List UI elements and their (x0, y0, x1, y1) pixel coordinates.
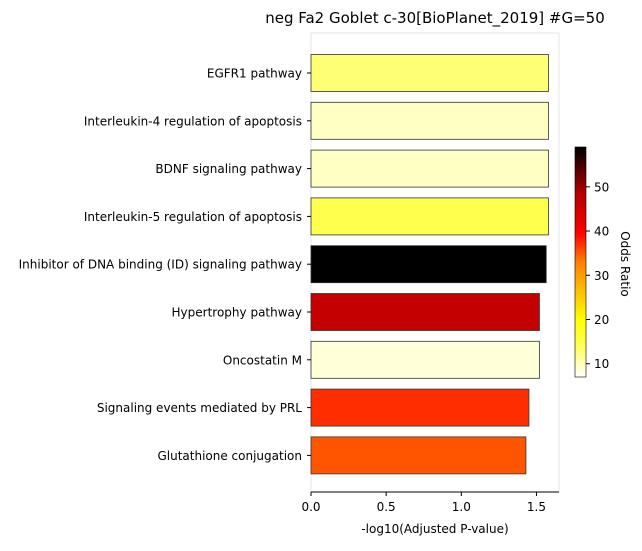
colorbar-tick-label: 10 (594, 357, 609, 371)
y-tick-label: Hypertrophy pathway (172, 306, 302, 320)
x-ticks: 0.0 0.5 1.0 1.5 (301, 492, 546, 514)
colorbar-tick-label: 40 (594, 225, 609, 239)
colorbar-tick-label: 20 (594, 313, 609, 327)
x-tick-label: 1.0 (452, 500, 471, 514)
y-tick-label: Glutathione conjugation (157, 449, 302, 463)
y-tick-label: EGFR1 pathway (207, 67, 302, 81)
y-tick-label: Interleukin-4 regulation of apoptosis (84, 114, 302, 128)
bar (310, 436, 527, 475)
bar (310, 197, 549, 236)
bar (310, 149, 549, 188)
bar (310, 245, 547, 284)
x-tick-label: 0.5 (377, 500, 396, 514)
y-tick-label: Signaling events mediated by PRL (97, 401, 302, 415)
colorbar-tick-label: 30 (594, 269, 609, 283)
colorbar-ticks: 10 20 30 40 50 (586, 180, 609, 371)
bar (310, 388, 530, 427)
y-tick-labels: EGFR1 pathway Interleukin-4 regulation of… (19, 67, 311, 463)
colorbar-label: Odds Ratio (618, 231, 632, 297)
y-tick-label: Interleukin-5 regulation of apoptosis (84, 210, 302, 224)
x-tick-label: 1.5 (527, 500, 546, 514)
y-tick-label: BDNF signaling pathway (155, 162, 302, 176)
colorbar-tick-label: 50 (594, 180, 609, 194)
x-tick-label: 0.0 (301, 500, 320, 514)
y-tick-label: Inhibitor of DNA binding (ID) signaling … (19, 258, 302, 272)
y-tick-label: Oncostatin M (223, 353, 302, 367)
bar (310, 101, 549, 140)
bars-layer (310, 54, 549, 475)
bar (310, 340, 540, 379)
bar (310, 293, 540, 331)
x-axis-label: -log10(Adjusted P-value) (361, 522, 508, 536)
colorbar (574, 146, 587, 378)
chart-title: neg Fa2 Goblet c-30[BioPlanet_2019] #G=5… (265, 9, 605, 28)
bar (310, 54, 549, 92)
